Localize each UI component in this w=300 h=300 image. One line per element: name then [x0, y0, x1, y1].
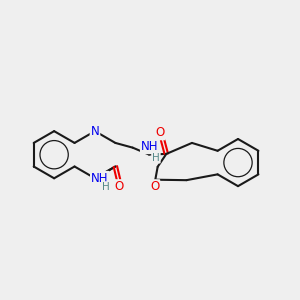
Text: O: O	[155, 126, 165, 140]
Text: H: H	[152, 153, 160, 163]
Text: NH: NH	[91, 172, 108, 185]
Text: O: O	[114, 180, 123, 193]
Text: O: O	[150, 180, 159, 193]
Text: N: N	[91, 124, 99, 138]
Text: H: H	[102, 182, 110, 192]
Text: NH: NH	[141, 140, 158, 153]
